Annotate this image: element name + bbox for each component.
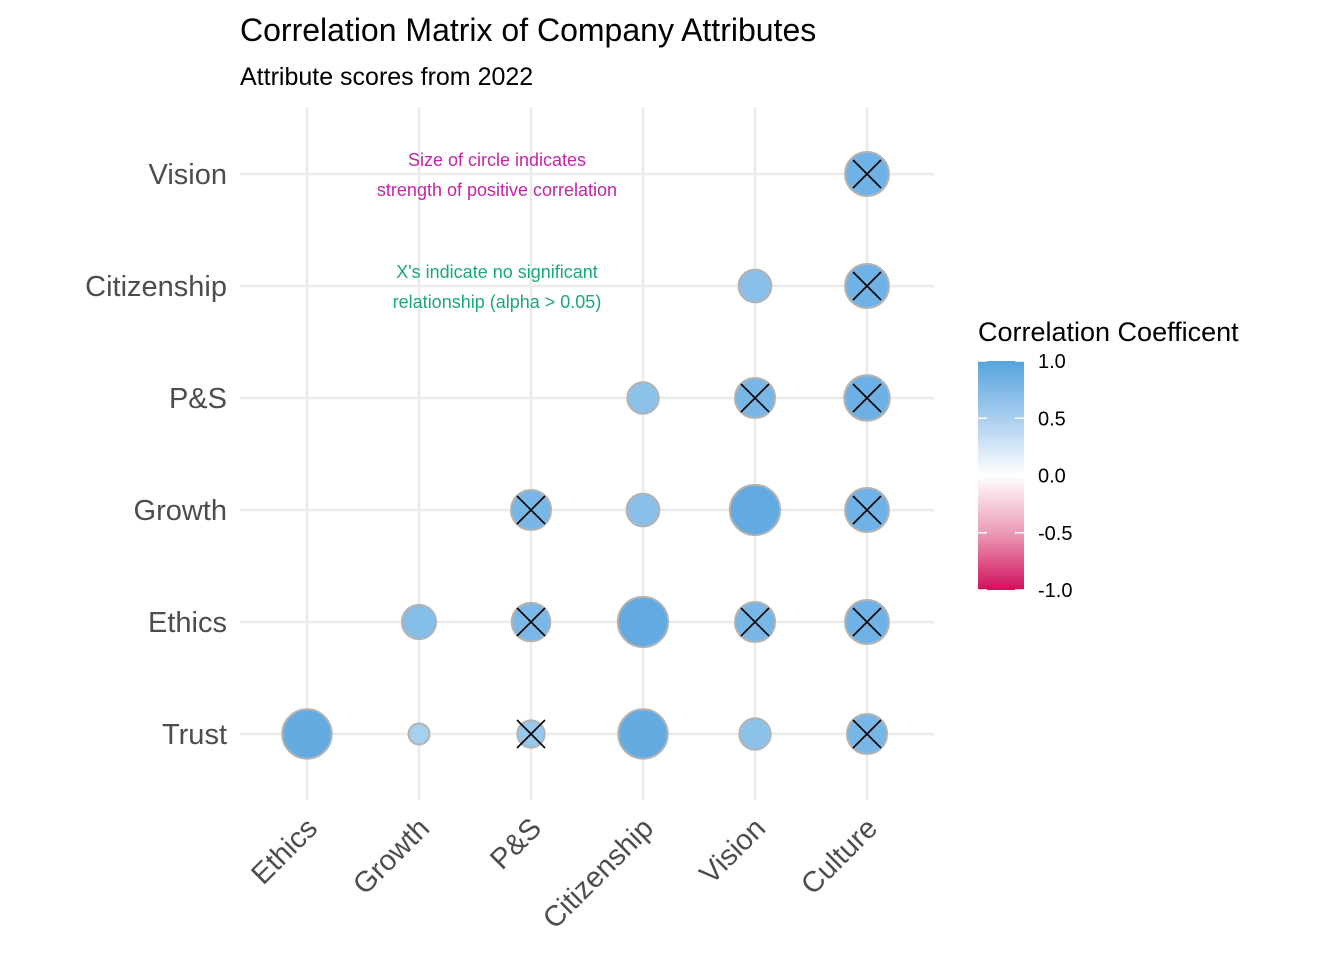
chart-subtitle: Attribute scores from 2022: [240, 63, 533, 91]
x-tick-ethics: Ethics: [245, 812, 323, 890]
not-significant-x-icon: [852, 383, 882, 413]
not-significant-x-icon: [516, 495, 546, 525]
y-tick-p-s: P&S: [169, 383, 227, 415]
point-citizenship-growth: [625, 492, 661, 528]
y-tick-citizenship: Citizenship: [85, 271, 227, 303]
point-vision-p-s: [733, 376, 777, 420]
point-culture-trust: [845, 712, 889, 756]
legend-tick-label: 1.0: [1038, 351, 1066, 373]
not-significant-x-icon: [852, 159, 882, 189]
not-significant-x-icon: [852, 607, 882, 637]
y-tick-vision: Vision: [149, 159, 227, 191]
point-vision-ethics: [733, 600, 777, 644]
annotation-1-line-2: strength of positive correlation: [377, 180, 617, 200]
correlation-circle: [728, 483, 782, 537]
not-significant-x-icon: [852, 719, 882, 749]
chart-title: Correlation Matrix of Company Attributes: [240, 12, 816, 48]
point-growth-trust: [407, 722, 431, 746]
y-tick-trust: Trust: [162, 719, 227, 751]
legend-tick-label: -0.5: [1038, 523, 1072, 545]
y-axis-ticks: Trust Ethics Growth P&S Citizenship Vision: [85, 159, 227, 751]
not-significant-x-icon: [740, 383, 770, 413]
point-citizenship-ethics: [616, 595, 670, 649]
correlation-circle: [407, 722, 431, 746]
x-tick-growth: Growth: [347, 812, 436, 901]
x-tick-vision: Vision: [694, 812, 772, 890]
not-significant-x-icon: [516, 607, 546, 637]
annotation-2-line-1: X's indicate no significant: [396, 262, 598, 282]
legend-tick-label: 0.0: [1038, 466, 1066, 488]
legend-ticks: 1.0 0.5 0.0 -0.5 -1.0: [978, 351, 1072, 602]
annotation-2-line-2: relationship (alpha > 0.05): [393, 292, 602, 312]
correlation-circle: [400, 603, 438, 641]
legend: Correlation Coefficent 1.0 0.5 0.0 -0.5 -1.0: [978, 317, 1239, 602]
data-points: [281, 151, 891, 760]
point-growth-ethics: [400, 603, 438, 641]
x-tick-culture: Culture: [795, 812, 884, 901]
point-culture-vision: [844, 151, 890, 197]
x-tick-citizenship: Citizenship: [537, 812, 660, 935]
grid-lines: [240, 107, 934, 800]
not-significant-x-icon: [852, 271, 882, 301]
point-ethics-trust: [281, 708, 333, 760]
point-p-s-growth: [509, 488, 553, 532]
correlation-circle: [626, 381, 660, 415]
correlation-circle: [617, 708, 669, 760]
y-tick-growth: Growth: [134, 495, 227, 527]
annotations: Size of circle indicates strength of posi…: [377, 150, 617, 312]
correlation-circle: [616, 595, 670, 649]
point-citizenship-trust: [617, 708, 669, 760]
y-tick-ethics: Ethics: [148, 607, 227, 639]
correlation-circle: [737, 268, 773, 304]
legend-tick-label: -1.0: [1038, 580, 1072, 602]
correlation-circle: [281, 708, 333, 760]
point-vision-citizenship: [737, 268, 773, 304]
point-p-s-trust: [516, 719, 546, 749]
point-culture-ethics: [844, 599, 890, 645]
legend-tick-label: 0.5: [1038, 408, 1066, 430]
point-p-s-ethics: [510, 601, 552, 643]
legend-title: Correlation Coefficent: [978, 317, 1239, 347]
point-culture-citizenship: [844, 263, 890, 309]
point-citizenship-p-s: [626, 381, 660, 415]
point-culture-p-s: [843, 374, 891, 422]
not-significant-x-icon: [516, 719, 546, 749]
point-vision-growth: [728, 483, 782, 537]
point-culture-growth: [844, 487, 890, 533]
not-significant-x-icon: [852, 495, 882, 525]
x-tick-p-s: P&S: [484, 812, 548, 876]
correlation-circle: [625, 492, 661, 528]
correlation-circle: [738, 717, 772, 751]
point-vision-trust: [738, 717, 772, 751]
annotation-1-line-1: Size of circle indicates: [408, 150, 586, 170]
not-significant-x-icon: [740, 607, 770, 637]
